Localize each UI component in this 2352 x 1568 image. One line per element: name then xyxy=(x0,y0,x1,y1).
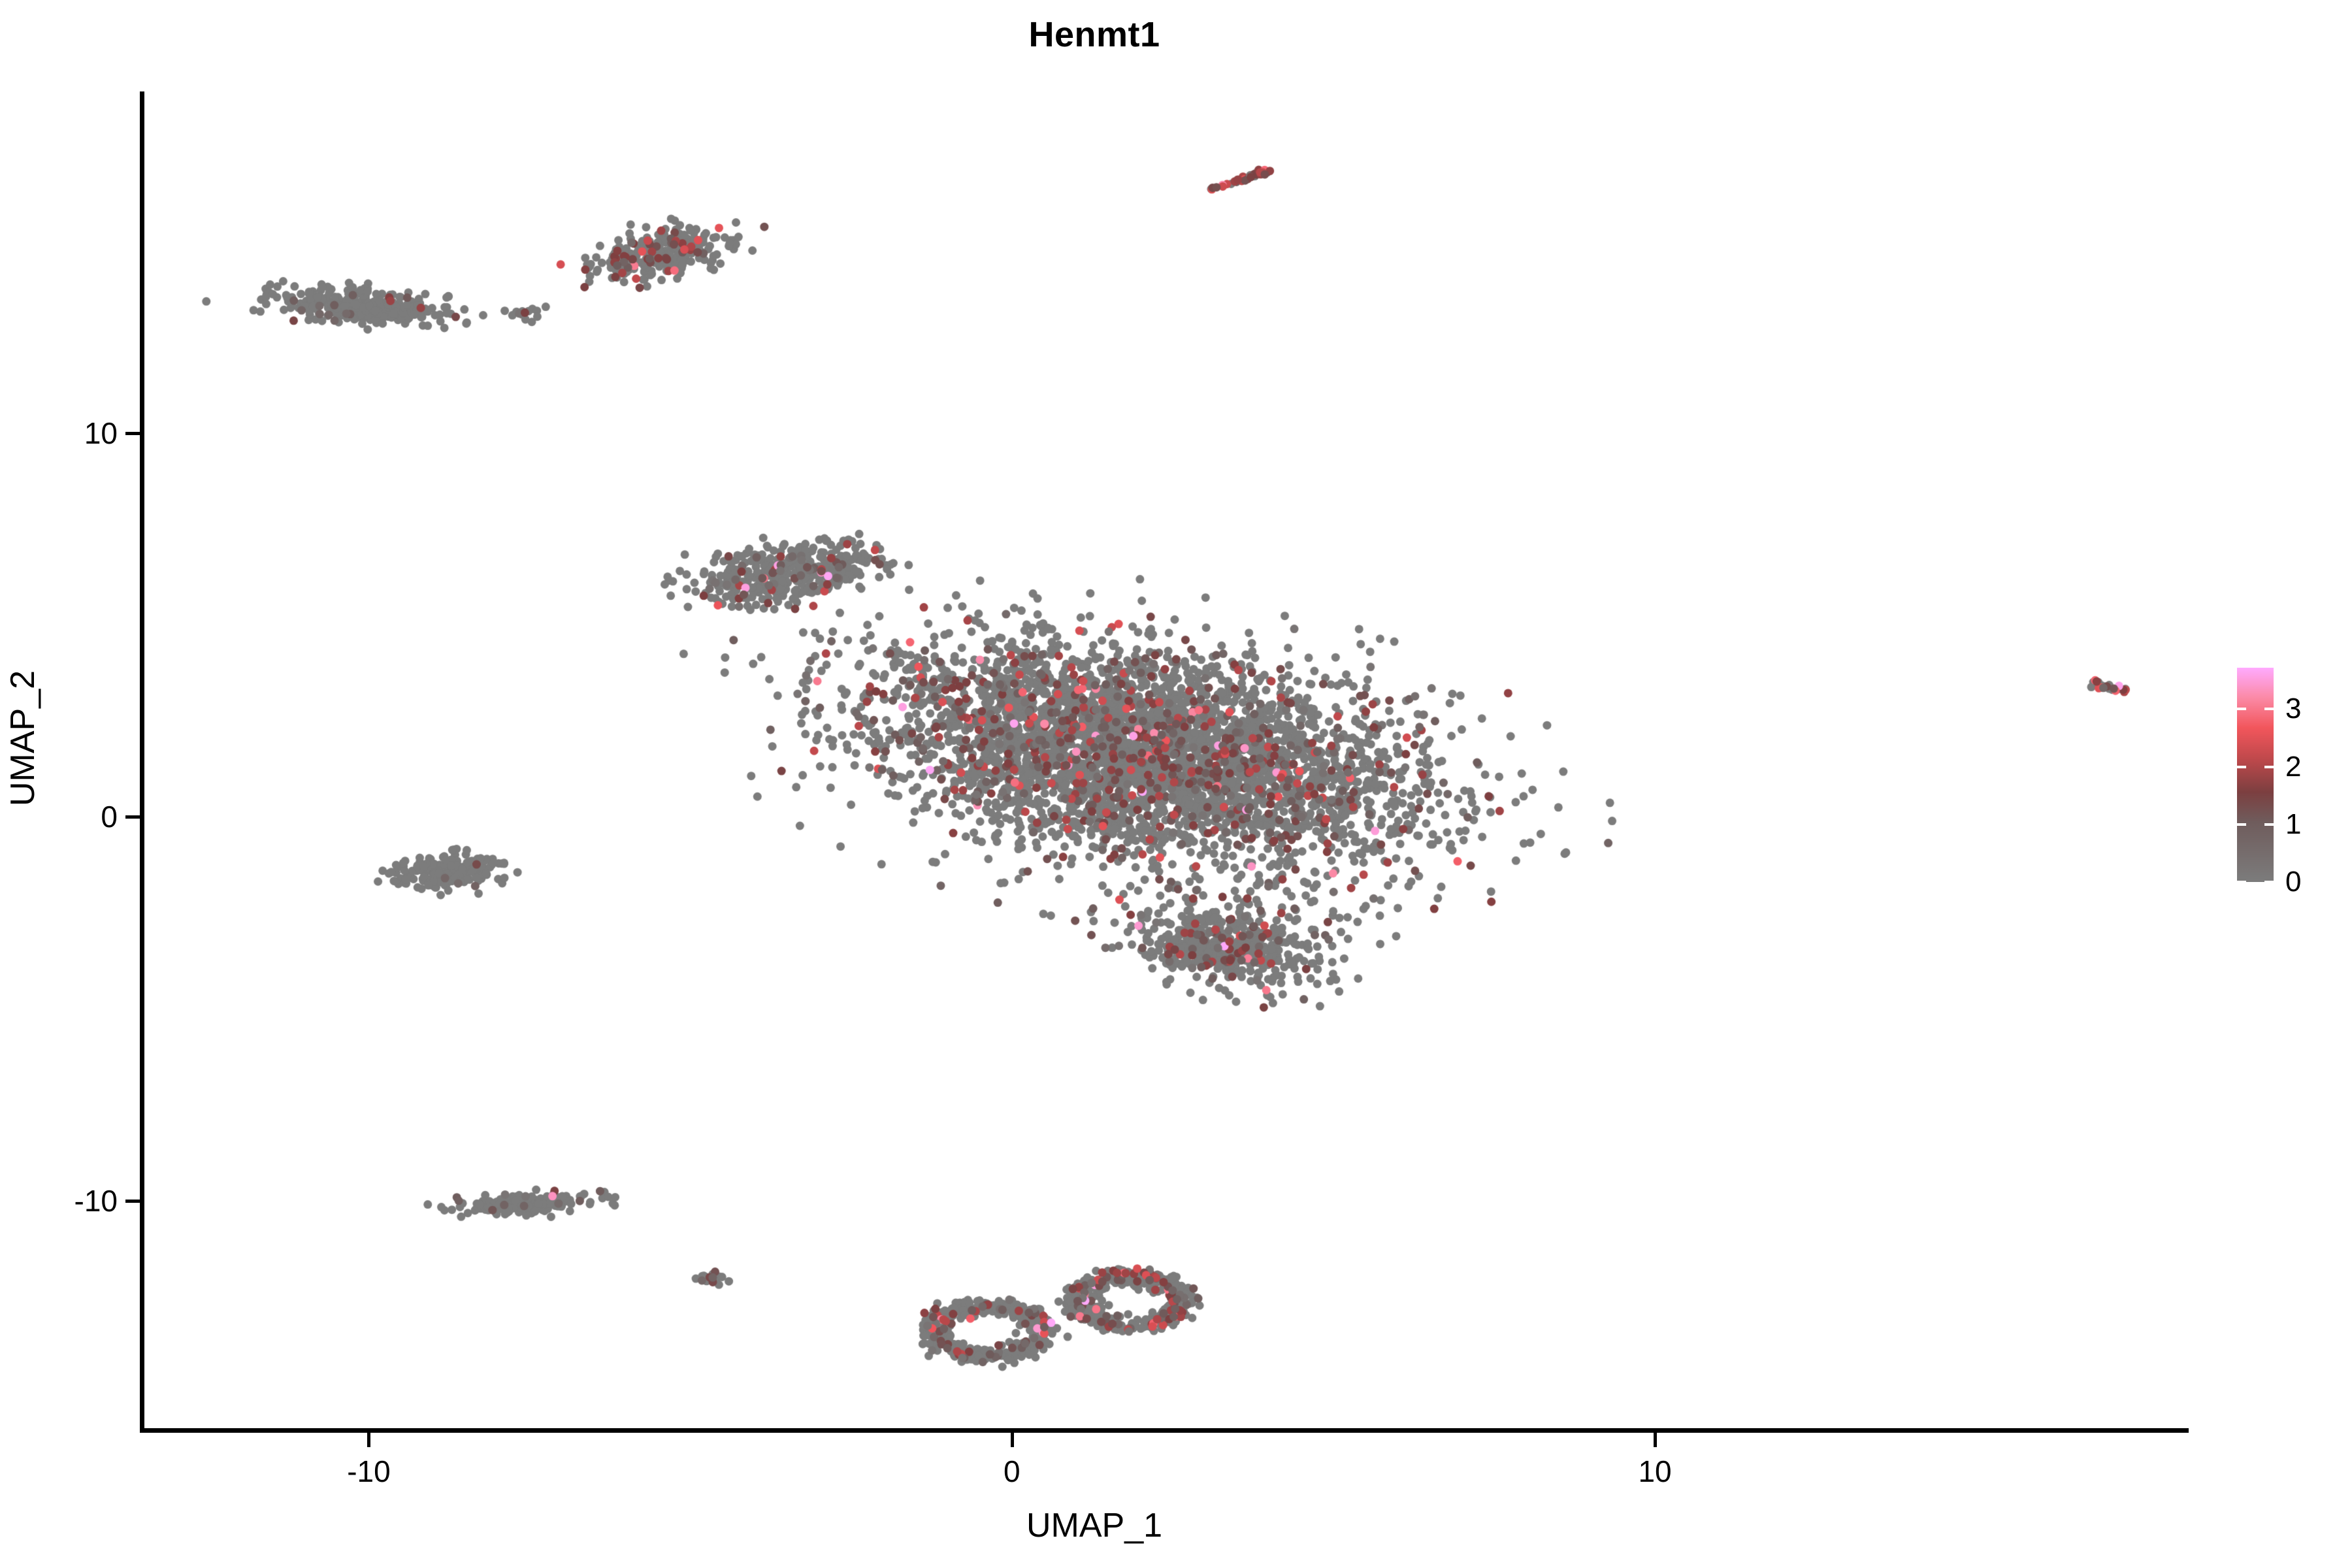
colorbar-legend: 0 1 2 3 xyxy=(2237,668,2342,898)
x-tick-label: -10 xyxy=(347,1454,391,1488)
colorbar-tick-mark xyxy=(2264,765,2274,768)
colorbar-tick-label: 1 xyxy=(2285,808,2302,840)
y-tick-mark xyxy=(125,1199,140,1203)
x-axis-line xyxy=(140,1428,2189,1433)
x-tick-mark xyxy=(367,1433,371,1447)
y-tick-label: -10 xyxy=(74,1183,118,1218)
colorbar-tick-mark xyxy=(2237,881,2246,883)
colorbar-tick-mark xyxy=(2264,708,2274,711)
colorbar-tick-label: 0 xyxy=(2285,866,2302,898)
y-axis-line xyxy=(140,91,144,1433)
y-tick-label: 10 xyxy=(84,416,118,450)
colorbar-tick-label: 2 xyxy=(2285,750,2302,783)
colorbar-tick-mark xyxy=(2264,881,2274,883)
y-tick-mark xyxy=(125,431,140,435)
page-title: Henmt1 xyxy=(1028,15,1160,54)
colorbar-tick-mark xyxy=(2264,823,2274,826)
y-axis-title: UMAP_2 xyxy=(4,670,42,807)
y-tick-label: 0 xyxy=(101,800,118,834)
scatter-points-layer xyxy=(144,91,2189,1431)
colorbar-tick-mark xyxy=(2237,823,2246,826)
x-tick-mark xyxy=(1654,1433,1658,1447)
plot-panel xyxy=(144,91,2189,1431)
x-tick-label: 0 xyxy=(1003,1454,1021,1488)
colorbar-gradient xyxy=(2237,668,2274,882)
colorbar-tick-mark xyxy=(2237,708,2246,711)
colorbar-tick-label: 3 xyxy=(2285,693,2302,725)
colorbar-tick-mark xyxy=(2237,765,2246,768)
x-tick-label: 10 xyxy=(1638,1454,1672,1488)
y-tick-mark xyxy=(125,815,140,819)
x-tick-mark xyxy=(1010,1433,1014,1447)
x-axis-title: UMAP_1 xyxy=(1026,1507,1163,1544)
